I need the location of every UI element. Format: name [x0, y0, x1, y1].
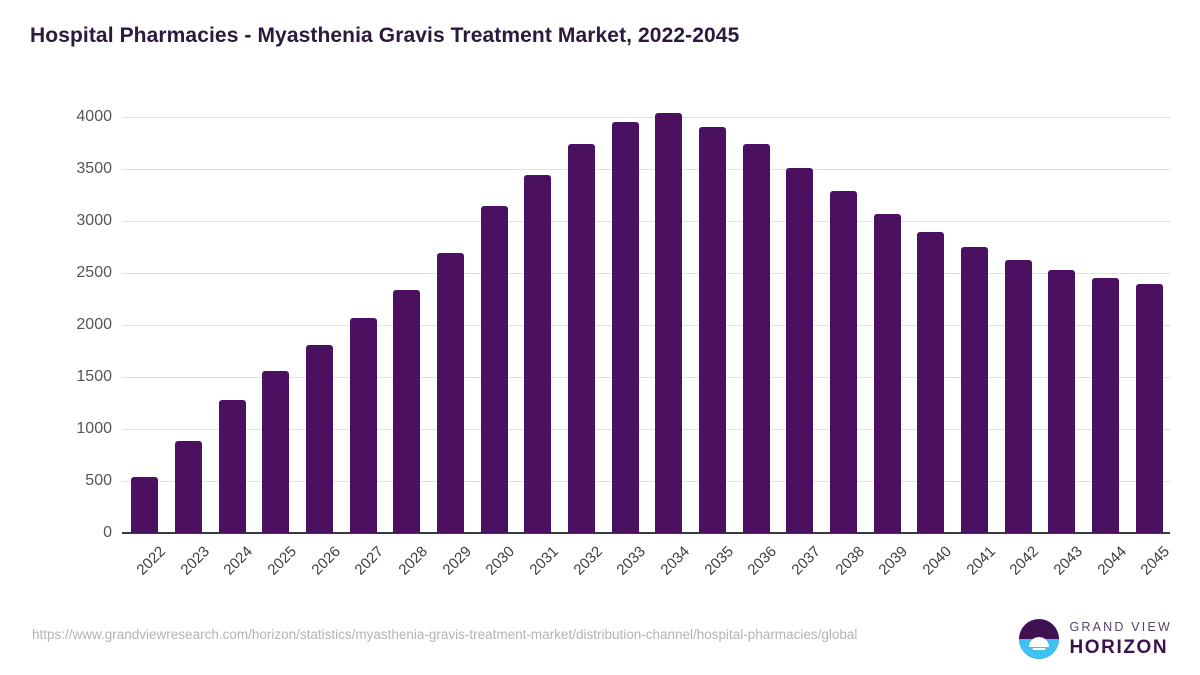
- bar[interactable]: [131, 476, 159, 533]
- logo-top-text: GRAND VIEW: [1069, 620, 1172, 635]
- x-axis-tick-label: 2043: [1050, 543, 1086, 579]
- gridline: [122, 325, 1170, 326]
- y-axis-tick-label: 0: [103, 524, 112, 541]
- gridline: [122, 273, 1170, 274]
- x-axis-tick-label: 2022: [133, 543, 169, 579]
- bar[interactable]: [1048, 269, 1076, 533]
- x-axis-tick-label: 2041: [962, 543, 999, 579]
- bar[interactable]: [306, 345, 333, 533]
- plot-area: 0 500 1000 1500 2000 2500 3000 3500 4000: [76, 108, 1170, 541]
- bar[interactable]: [1092, 278, 1119, 533]
- x-axis-tick-label: 2026: [307, 543, 344, 579]
- bar[interactable]: [917, 231, 945, 533]
- x-axis-line: [122, 532, 1170, 534]
- bar[interactable]: [437, 252, 464, 533]
- bar[interactable]: [655, 112, 683, 533]
- bar[interactable]: [961, 247, 988, 533]
- gridline: [122, 117, 1170, 118]
- logo-text: GRAND VIEW HORIZON: [1069, 621, 1172, 657]
- bar[interactable]: [349, 317, 377, 533]
- bar[interactable]: [611, 121, 639, 533]
- gridline: [122, 481, 1170, 482]
- x-axis-tick-label: 2023: [176, 543, 213, 579]
- bar[interactable]: [262, 370, 290, 533]
- x-axis-tick-label: 2044: [1093, 543, 1130, 579]
- x-axis-tick-label: 2029: [438, 543, 475, 579]
- horizon-logo-icon: [1019, 619, 1060, 659]
- gridline: [122, 429, 1170, 430]
- gridline: [122, 377, 1170, 378]
- bar[interactable]: [218, 399, 246, 533]
- bar[interactable]: [524, 174, 552, 533]
- y-axis-tick-label: 1500: [76, 368, 112, 385]
- y-axis-tick-label: 2000: [76, 316, 112, 333]
- page-title: Hospital Pharmacies - Myasthenia Gravis …: [30, 24, 740, 47]
- x-axis-tick-label: 2034: [657, 543, 693, 579]
- x-axis-tick-label: 2040: [919, 543, 955, 579]
- y-axis-tick-label: 3000: [76, 212, 112, 229]
- x-axis-tick-label: 2025: [264, 543, 300, 579]
- bar[interactable]: [175, 440, 202, 533]
- x-axis-tick-label: 2035: [700, 543, 737, 579]
- y-axis-tick-label: 500: [85, 472, 112, 489]
- logo-bottom-text: HORIZON: [1069, 636, 1169, 658]
- x-axis-tick-label: 2031: [526, 543, 562, 579]
- y-axis-tick-label: 2500: [76, 264, 112, 281]
- bar[interactable]: [1135, 284, 1163, 533]
- grand-view-horizon-logo: GRAND VIEW HORIZON: [1019, 618, 1172, 660]
- x-axis-tick-label: 2032: [569, 543, 606, 579]
- x-axis-tick-label: 2037: [788, 543, 824, 579]
- y-axis-tick-label: 4000: [76, 108, 112, 125]
- bar[interactable]: [786, 168, 814, 533]
- x-axis-tick-label: 2028: [395, 543, 431, 579]
- gridline: [122, 169, 1170, 170]
- source-url[interactable]: https://www.grandviewresearch.com/horizo…: [32, 627, 858, 642]
- y-axis-tick-label: 3500: [76, 160, 112, 177]
- y-axis-tick-label: 1000: [76, 420, 112, 437]
- bar[interactable]: [873, 213, 901, 533]
- chart-plot-wrapper: Market Size (US$M) 050010001500200025003…: [76, 108, 1173, 579]
- bar[interactable]: [393, 289, 421, 533]
- bar[interactable]: [699, 126, 726, 533]
- gridline: [122, 221, 1170, 222]
- bar[interactable]: [1004, 260, 1032, 533]
- x-axis-tick-label: 2038: [831, 543, 868, 579]
- bar[interactable]: [480, 205, 508, 533]
- bar[interactable]: [830, 190, 857, 533]
- bar[interactable]: [568, 143, 595, 533]
- chart-footer: https://www.grandviewresearch.com/horizo…: [0, 600, 1200, 675]
- x-axis-tick-labels: 2022 2023 2024 2025 2026 2027 2028 2029 2030 2031…: [122, 535, 1173, 605]
- bar[interactable]: [742, 143, 770, 533]
